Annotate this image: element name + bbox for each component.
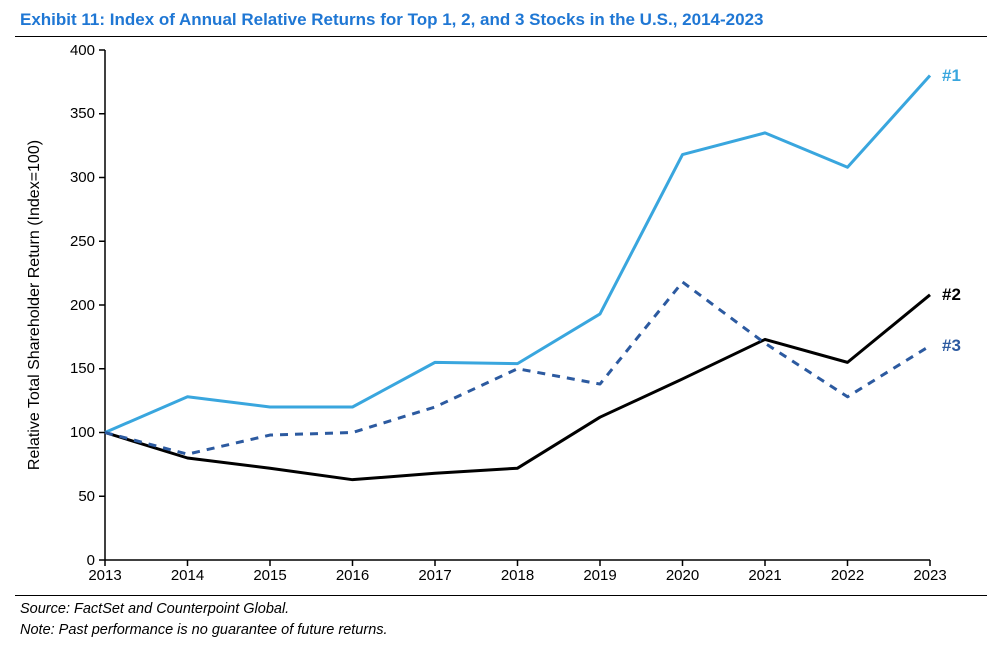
- footnote-line: Source: FactSet and Counterpoint Global.: [20, 601, 289, 617]
- y-tick-label: 150: [70, 360, 95, 377]
- x-tick-label: 2022: [831, 567, 864, 584]
- x-tick-label: 2015: [253, 567, 286, 584]
- y-tick-label: 50: [78, 488, 95, 505]
- y-tick-label: 350: [70, 105, 95, 122]
- x-tick-label: 2019: [583, 567, 616, 584]
- x-tick-label: 2018: [501, 567, 534, 584]
- y-axis-title: Relative Total Shareholder Return (Index…: [26, 140, 44, 470]
- y-tick-label: 200: [70, 297, 95, 314]
- x-tick-label: 2017: [418, 567, 451, 584]
- x-tick-label: 2020: [666, 567, 699, 584]
- y-tick-label: 100: [70, 424, 95, 441]
- series-label-s1: #1: [942, 66, 961, 86]
- series-label-s3: #3: [942, 336, 961, 356]
- series-line-s2: [105, 295, 930, 480]
- y-tick-label: 0: [87, 552, 95, 569]
- y-tick-label: 400: [70, 42, 95, 59]
- chart-title: Exhibit 11: Index of Annual Relative Ret…: [20, 10, 763, 30]
- line-chart: 0501001502002503003504002013201420152016…: [105, 50, 930, 560]
- footnote-line: Note: Past performance is no guarantee o…: [20, 622, 388, 638]
- y-tick-label: 250: [70, 233, 95, 250]
- title-rule: [15, 36, 987, 37]
- x-tick-label: 2023: [913, 567, 946, 584]
- series-label-s2: #2: [942, 285, 961, 305]
- y-tick-label: 300: [70, 169, 95, 186]
- series-line-s3: [105, 282, 930, 454]
- chart-svg: [105, 50, 930, 560]
- x-tick-label: 2021: [748, 567, 781, 584]
- x-tick-label: 2014: [171, 567, 204, 584]
- x-tick-label: 2013: [88, 567, 121, 584]
- x-tick-label: 2016: [336, 567, 369, 584]
- footer-rule: [15, 595, 987, 596]
- series-line-s1: [105, 76, 930, 433]
